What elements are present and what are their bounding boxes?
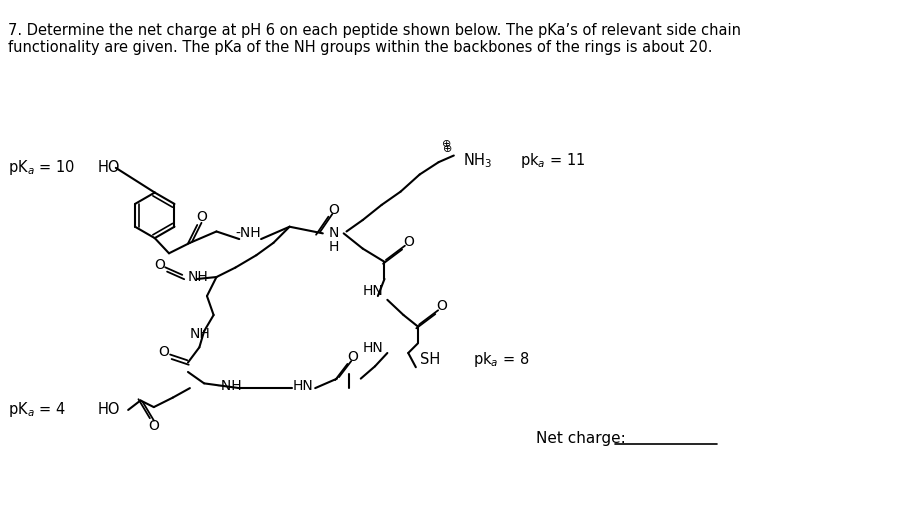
Text: ⊕: ⊕ [444, 144, 453, 154]
Text: 7. Determine the net charge at pH 6 on each peptide shown below. The pKa’s of re: 7. Determine the net charge at pH 6 on e… [7, 23, 741, 38]
Text: O: O [196, 210, 207, 224]
Text: N: N [329, 226, 339, 240]
Text: SH: SH [419, 352, 440, 367]
Text: HO: HO [98, 402, 120, 418]
Text: O: O [403, 235, 414, 249]
Text: pK$_a$ = 4: pK$_a$ = 4 [7, 400, 66, 420]
Text: HN: HN [363, 284, 383, 298]
Text: HN: HN [293, 379, 313, 393]
Text: O: O [329, 203, 339, 217]
Text: -NH: -NH [235, 226, 261, 240]
Text: functionality are given. The pKa of the NH groups within the backbones of the ri: functionality are given. The pKa of the … [7, 40, 712, 55]
Text: Net charge:: Net charge: [536, 431, 626, 446]
Text: pk$_a$ = 11: pk$_a$ = 11 [520, 151, 585, 170]
Text: NH: NH [188, 270, 208, 284]
Text: O: O [154, 257, 165, 272]
Text: ⊕: ⊕ [443, 139, 452, 149]
Text: O: O [158, 345, 169, 359]
Text: O: O [436, 298, 447, 312]
Text: H: H [329, 240, 339, 254]
Text: O: O [148, 419, 159, 433]
Text: HO: HO [98, 161, 120, 176]
Text: NH: NH [189, 327, 211, 341]
Text: NH$_3$: NH$_3$ [463, 151, 492, 169]
Text: O: O [348, 350, 358, 364]
Text: pK$_a$ = 10: pK$_a$ = 10 [7, 159, 75, 177]
Text: pk$_a$ = 8: pk$_a$ = 8 [472, 350, 529, 369]
Text: -NH: -NH [216, 379, 242, 393]
Text: HN: HN [363, 341, 383, 355]
